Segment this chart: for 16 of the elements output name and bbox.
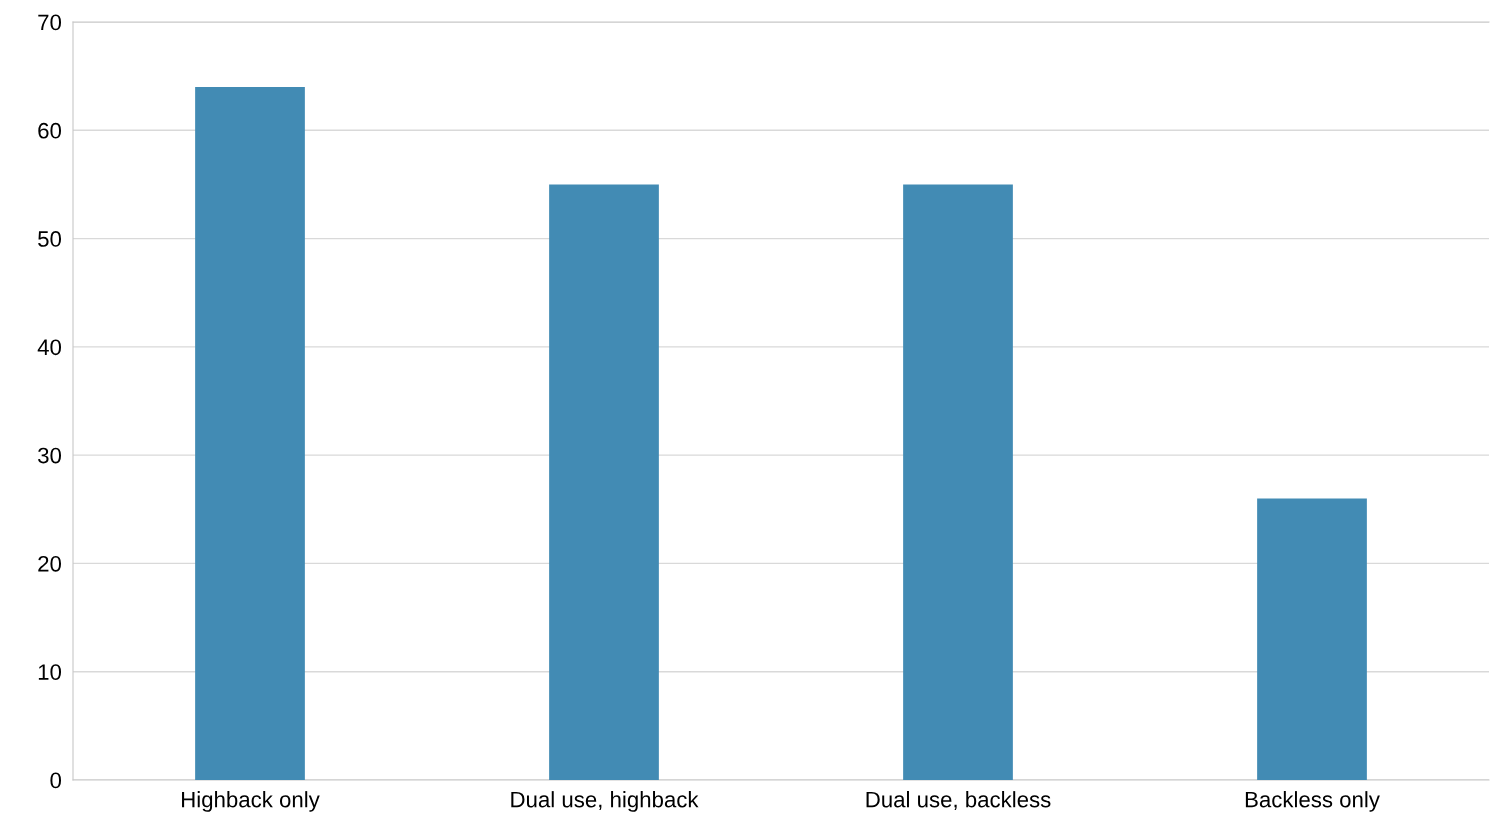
bar	[1257, 498, 1367, 780]
y-tick-label: 0	[50, 772, 62, 789]
y-tick-label: 60	[38, 122, 62, 139]
x-tick-label: Dual use, highback	[511, 791, 699, 812]
y-tick-label: 40	[37, 339, 62, 356]
bar	[903, 184, 1013, 780]
x-tick-label: Highback only	[182, 791, 320, 812]
y-tick-label: 50	[38, 231, 62, 247]
y-tick-label: 10	[38, 664, 62, 680]
y-tick-label: 30	[38, 447, 62, 464]
y-tick-label: 70	[38, 14, 62, 31]
bar	[195, 86, 305, 780]
bar	[549, 184, 659, 780]
y-tick-label: 20	[38, 555, 62, 572]
x-tick-label: Backless only	[1245, 791, 1380, 812]
x-tick-label: Dual use, backless	[866, 791, 1051, 811]
